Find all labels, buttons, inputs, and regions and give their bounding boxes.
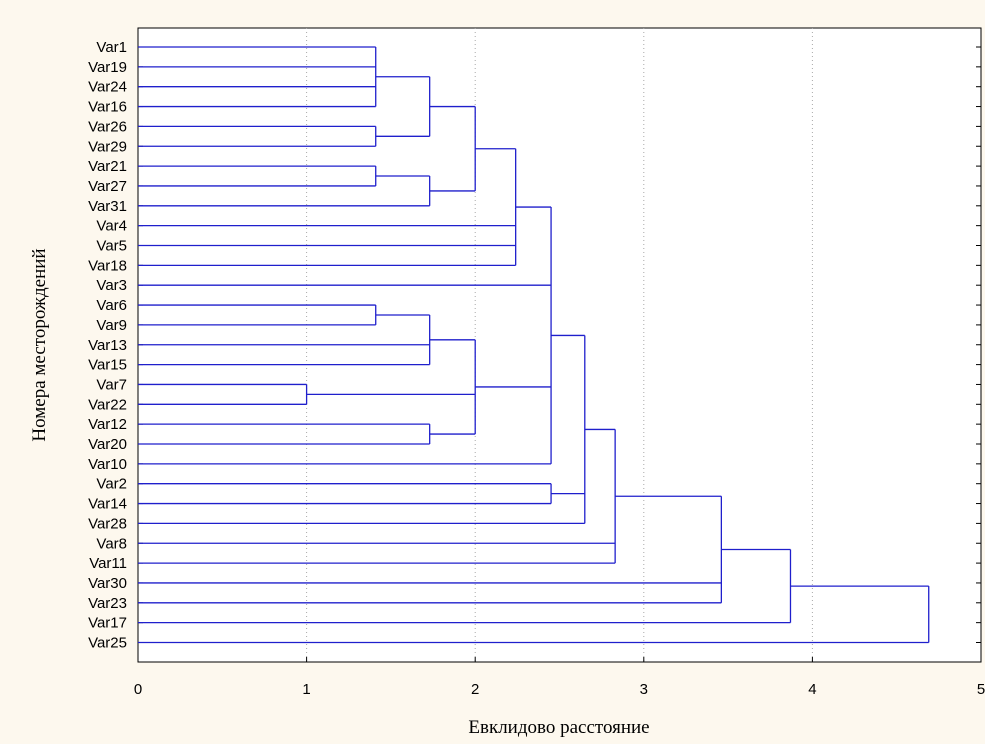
leaf-label: Var27 — [88, 178, 127, 195]
leaf-label: Var15 — [88, 357, 127, 374]
leaf-label: Var12 — [88, 416, 127, 433]
leaf-label: Var29 — [88, 138, 127, 155]
leaf-label: Var22 — [88, 396, 127, 413]
leaf-label: Var1 — [96, 39, 127, 56]
x-axis: 0 1 2 3 4 5 — [134, 657, 985, 698]
x-tick-label: 3 — [640, 681, 648, 698]
leaf-label: Var31 — [88, 198, 127, 215]
leaf-label: Var28 — [88, 515, 127, 532]
dendrogram-links — [138, 46, 930, 644]
x-tick-label: 1 — [302, 681, 310, 698]
y-axis-title: Номера месторождений — [29, 248, 50, 441]
leaf-label: Var23 — [88, 595, 127, 612]
leaf-label: Var19 — [88, 59, 127, 76]
leaf-label: Var26 — [88, 118, 127, 135]
x-tick-label: 0 — [134, 681, 142, 698]
y-axis: Var1 Var19 Var24 Var16 Var26 Var29 Var21 Var27 V… — [88, 39, 981, 652]
x-axis-title: Евклидово расстояние — [468, 717, 649, 738]
leaf-label: Var3 — [96, 277, 127, 294]
leaf-label: Var13 — [88, 337, 127, 354]
leaf-label: Var9 — [96, 317, 127, 334]
x-tick-label: 5 — [977, 681, 985, 698]
leaf-label: Var18 — [88, 257, 127, 274]
leaf-label: Var20 — [88, 436, 127, 453]
leaf-label: Var5 — [96, 238, 127, 255]
leaf-label: Var17 — [88, 615, 127, 632]
leaf-label: Var7 — [96, 376, 127, 393]
leaf-label: Var2 — [96, 476, 127, 493]
leaf-label: Var30 — [88, 575, 127, 592]
leaf-label: Var14 — [88, 496, 127, 513]
x-tick-label: 2 — [471, 681, 479, 698]
leaf-label: Var21 — [88, 158, 127, 175]
leaf-label: Var10 — [88, 456, 127, 473]
leaf-label: Var25 — [88, 635, 127, 652]
leaf-label: Var4 — [96, 218, 127, 235]
leaf-label: Var6 — [96, 297, 127, 314]
leaf-label: Var24 — [88, 79, 127, 96]
leaf-label: Var8 — [96, 535, 127, 552]
leaf-label: Var11 — [89, 555, 127, 572]
leaf-label: Var16 — [88, 99, 127, 116]
x-tick-label: 4 — [808, 681, 816, 698]
